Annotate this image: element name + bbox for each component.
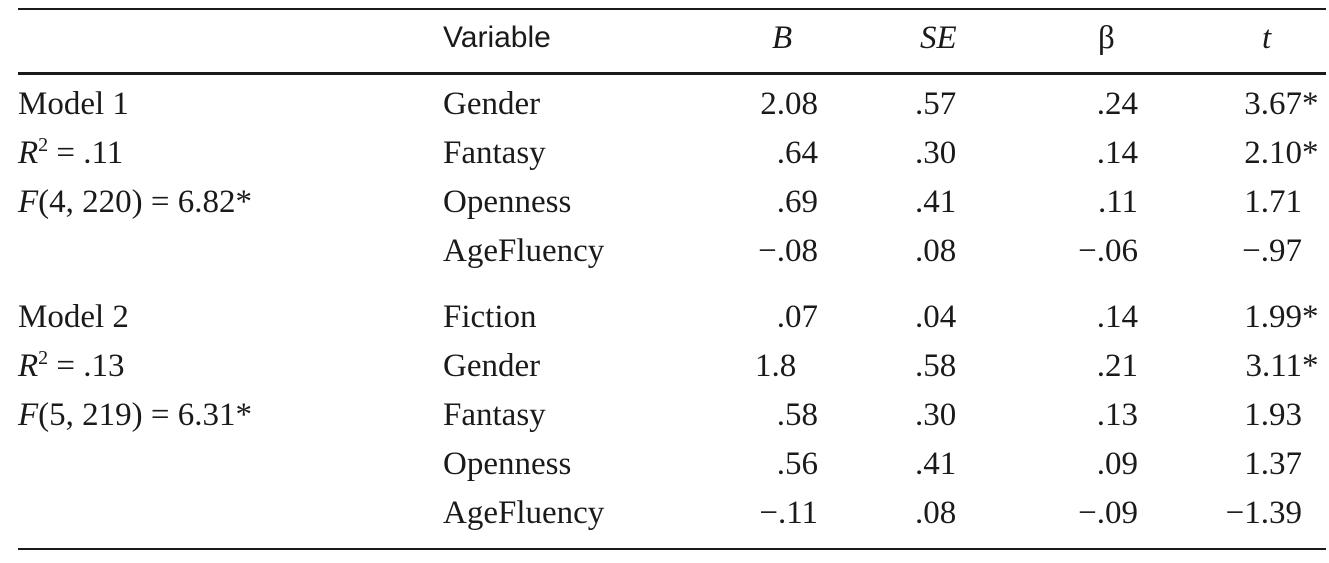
table-row-beta: .14	[1096, 135, 1138, 171]
r2-symbol: R	[18, 348, 39, 384]
table-row-se: .41	[915, 446, 957, 482]
model-2-f-value: (5, 219) = 6.31*	[38, 397, 253, 433]
model-2-f: F(5, 219) = 6.31*	[18, 397, 252, 433]
table-row-b: .58	[776, 397, 818, 433]
table-row-t: −1.39	[1226, 495, 1302, 531]
table-row-b: −.08	[758, 233, 818, 269]
table-row-b: .56	[776, 446, 818, 482]
header-rule	[18, 72, 1326, 75]
table-row-t: 1.99*	[1244, 299, 1319, 335]
table-row-variable: Gender	[443, 348, 541, 384]
table-row-t: 1.37	[1244, 446, 1302, 482]
table-row-variable: Openness	[443, 446, 572, 482]
header-se: SE	[920, 20, 957, 56]
bottom-rule	[18, 548, 1326, 550]
t-value: 3.67	[1244, 86, 1302, 122]
header-b: B	[772, 20, 793, 56]
table-row-b: −.11	[759, 495, 818, 531]
table-row-b: .64	[776, 135, 818, 171]
table-row-b: .07	[776, 299, 818, 335]
model-2-r2: R2 = .13	[18, 348, 125, 384]
model-2-r2-value: = .13	[48, 348, 125, 384]
table-row-b: 1.8	[755, 348, 797, 384]
model-1-r2: R2 = .11	[18, 135, 123, 171]
table-row-se: .08	[915, 233, 957, 269]
table-row-variable: Openness	[443, 184, 572, 220]
table-row-se: .30	[915, 397, 957, 433]
header-variable: Variable	[443, 21, 551, 54]
table-row-se: .08	[915, 495, 957, 531]
table-row-variable: Fantasy	[443, 135, 546, 171]
table-row-t: −.97	[1242, 233, 1302, 269]
r2-symbol: R	[18, 135, 39, 171]
model-1-f: F(4, 220) = 6.82*	[18, 184, 252, 220]
t-value: 2.10	[1244, 135, 1302, 171]
header-t: t	[1262, 20, 1272, 56]
r2-superscript: 2	[38, 134, 49, 156]
header-beta: β	[1098, 20, 1115, 56]
table-row-se: .04	[915, 299, 957, 335]
model-1-name: Model 1	[18, 86, 129, 122]
table-row-t: 3.11*	[1245, 348, 1319, 384]
table-row-t: 3.67*	[1244, 86, 1319, 122]
table-row-b: 2.08	[760, 86, 818, 122]
table-row-beta: −.09	[1078, 495, 1138, 531]
table-row-beta: .09	[1096, 446, 1138, 482]
table-row-variable: Gender	[443, 86, 541, 122]
table-row-beta: −.06	[1078, 233, 1138, 269]
f-symbol: F	[18, 184, 39, 220]
table-row-beta: .21	[1096, 348, 1138, 384]
t-value: 1.71	[1244, 184, 1302, 220]
r2-superscript: 2	[38, 347, 49, 369]
f-symbol: F	[18, 397, 39, 433]
table-row-t: 1.93	[1244, 397, 1302, 433]
table-row-beta: .24	[1096, 86, 1138, 122]
t-value: 1.99	[1244, 299, 1302, 335]
table-row-se: .57	[915, 86, 957, 122]
table-row-variable: AgeFluency	[443, 495, 605, 531]
t-value: 1.37	[1244, 446, 1302, 482]
table-row-beta: .11	[1097, 184, 1138, 220]
table-row-beta: .13	[1096, 397, 1138, 433]
t-value: 3.11	[1245, 348, 1302, 384]
t-value: 1.93	[1244, 397, 1302, 433]
table-row-beta: .14	[1096, 299, 1138, 335]
model-1-f-value: (4, 220) = 6.82*	[38, 184, 253, 220]
top-rule	[18, 8, 1326, 10]
table-row-t: 1.71	[1244, 184, 1302, 220]
t-value: −1.39	[1225, 495, 1302, 531]
table-row-se: .30	[915, 135, 957, 171]
table-row-se: .58	[915, 348, 957, 384]
model-2-name: Model 2	[18, 299, 129, 335]
table-row-variable: AgeFluency	[443, 233, 605, 269]
table-row-t: 2.10*	[1244, 135, 1319, 171]
table-row-variable: Fiction	[443, 299, 537, 335]
table-row-b: .69	[776, 184, 818, 220]
table-row-se: .41	[915, 184, 957, 220]
t-value: −.97	[1242, 233, 1302, 269]
model-1-r2-value: = .11	[48, 135, 124, 171]
table-row-variable: Fantasy	[443, 397, 546, 433]
